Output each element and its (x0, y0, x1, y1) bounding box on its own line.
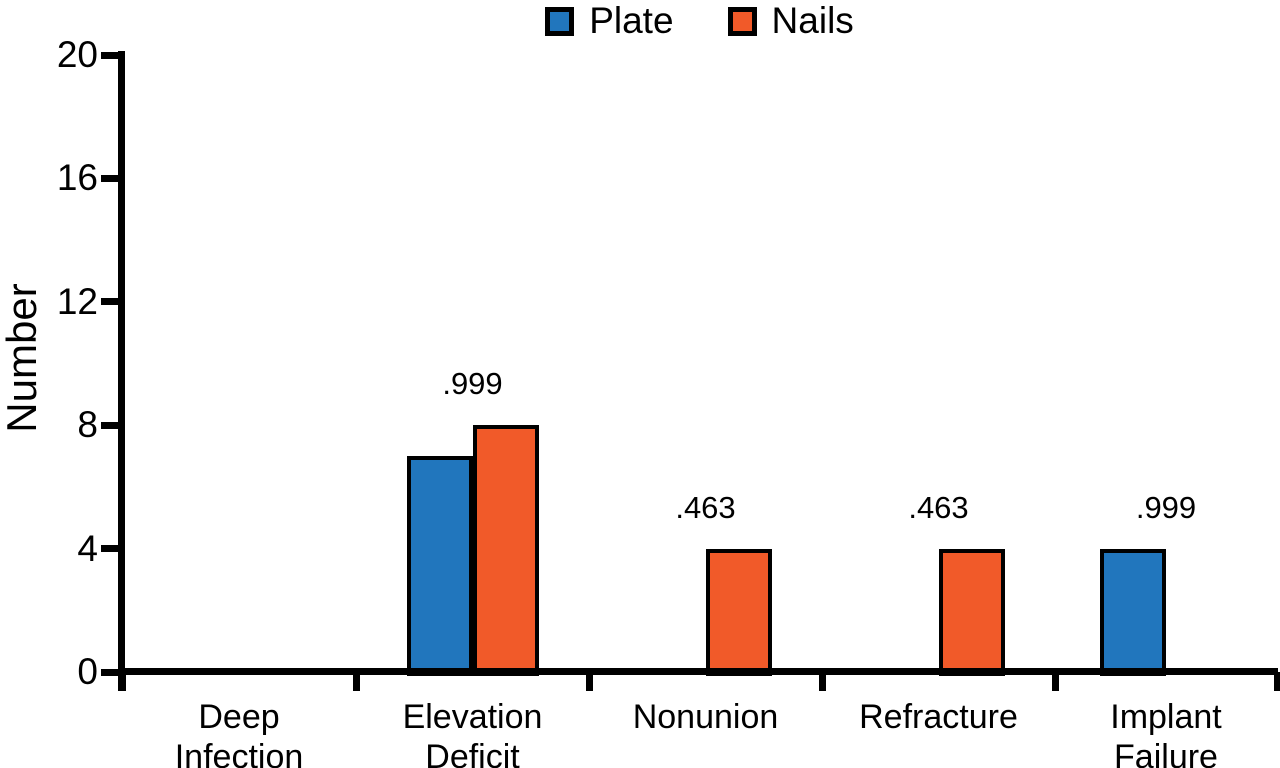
y-tick-label: 20 (56, 34, 98, 75)
y-tick-mark (101, 298, 125, 306)
bar-nails-1 (472, 425, 539, 676)
plate-swatch-icon (545, 6, 575, 36)
x-category-label: Implant Failure (1110, 698, 1222, 768)
x-tick-mark (352, 672, 360, 691)
legend-item-plate: Plate (545, 0, 674, 41)
p-value-label: .463 (675, 489, 736, 525)
y-tick-label: 0 (77, 651, 98, 692)
x-category-label: Refracture (859, 698, 1018, 736)
bar-nails-3 (938, 548, 1005, 676)
x-tick-mark (1051, 672, 1059, 691)
x-axis-line (118, 668, 1278, 675)
y-axis-line (118, 51, 125, 691)
x-tick-mark (118, 672, 126, 691)
p-value-label: .463 (908, 489, 969, 525)
p-value-label: .999 (442, 366, 503, 402)
bar-nails-2 (705, 548, 772, 676)
x-category-label: Deep Infection (174, 698, 304, 768)
legend-label-plate: Plate (589, 0, 674, 41)
y-tick-mark (101, 421, 125, 429)
x-category-label: Elevation Deficit (402, 698, 543, 768)
p-value-label: .999 (1135, 489, 1197, 525)
y-tick-label: 4 (77, 527, 98, 569)
bar-plate-1 (406, 456, 473, 676)
y-tick-label: 8 (77, 404, 98, 446)
y-tick-mark (101, 51, 125, 59)
y-tick-mark (101, 545, 125, 553)
legend-label-nails: Nails (771, 0, 854, 41)
y-tick-label: 16 (56, 157, 98, 199)
legend: Plate Nails (121, 0, 1278, 42)
nails-swatch-icon (727, 6, 757, 36)
bar-plate-4 (1100, 548, 1166, 676)
x-tick-mark (585, 672, 593, 691)
x-tick-mark (1273, 672, 1280, 691)
y-tick-label: 12 (56, 280, 98, 322)
legend-item-nails: Nails (727, 0, 854, 41)
x-category-label: Nonunion (632, 698, 779, 736)
y-tick-mark (101, 174, 125, 182)
x-tick-mark (818, 672, 826, 691)
y-tick-mark (101, 668, 125, 676)
